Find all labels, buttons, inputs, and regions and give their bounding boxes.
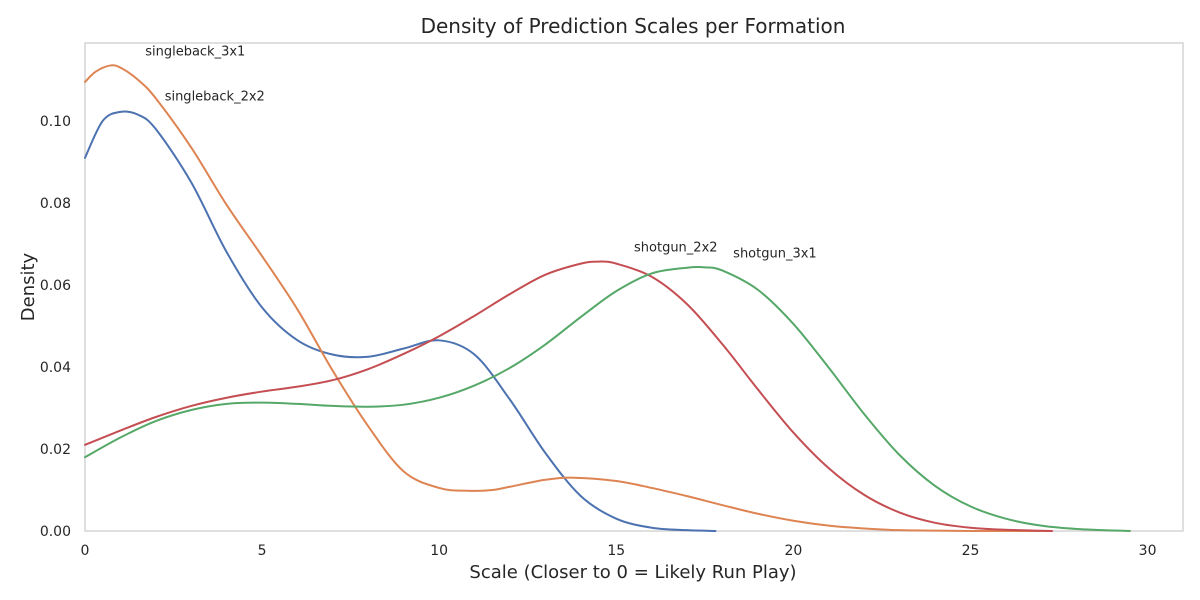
- annotation-singleback_2x2: singleback_2x2: [165, 90, 265, 105]
- y-tick-label: 0.10: [40, 114, 71, 130]
- annotation-layer: singleback_3x1 singleback_2x2 shotgun_2x2 s…: [145, 45, 816, 262]
- y-tick-label: 0.08: [40, 196, 71, 212]
- x-tick-label: 5: [258, 543, 267, 559]
- x-tick-label: 0: [81, 543, 90, 559]
- y-tick-label: 0.00: [40, 524, 71, 540]
- annotation-singleback_3x1: singleback_3x1: [145, 45, 245, 60]
- annotation-shotgun_2x2: shotgun_2x2: [634, 241, 718, 256]
- plot-frame: [84, 42, 1184, 532]
- series-line-singleback_2x2: [84, 110, 717, 532]
- x-tick-label: 30: [1139, 543, 1157, 559]
- x-tick-label: 25: [962, 543, 980, 559]
- y-axis-label: Density: [18, 252, 39, 321]
- x-axis-ticks: 0 5 10 15 20 25 30: [81, 543, 1157, 559]
- plot-area: singleback_3x1 singleback_2x2 shotgun_2x2 s…: [84, 42, 1184, 533]
- y-tick-label: 0.02: [40, 442, 71, 458]
- y-axis-ticks: 0.00 0.02 0.04 0.06 0.08 0.10: [40, 114, 71, 540]
- x-tick-label: 20: [784, 543, 802, 559]
- series-line-shotgun_2x2: [84, 260, 1053, 532]
- series-line-singleback_3x1: [84, 64, 1053, 533]
- annotation-shotgun_3x1: shotgun_3x1: [733, 246, 817, 261]
- x-axis-label: Scale (Closer to 0 = Likely Run Play): [469, 562, 796, 583]
- series-line-shotgun_3x1: [84, 265, 1131, 532]
- series-layer: [84, 64, 1131, 533]
- y-tick-label: 0.06: [40, 278, 71, 294]
- chart-title: Density of Prediction Scales per Formati…: [421, 14, 846, 38]
- x-tick-label: 10: [430, 543, 448, 559]
- y-tick-label: 0.04: [40, 360, 71, 376]
- x-tick-label: 15: [607, 543, 625, 559]
